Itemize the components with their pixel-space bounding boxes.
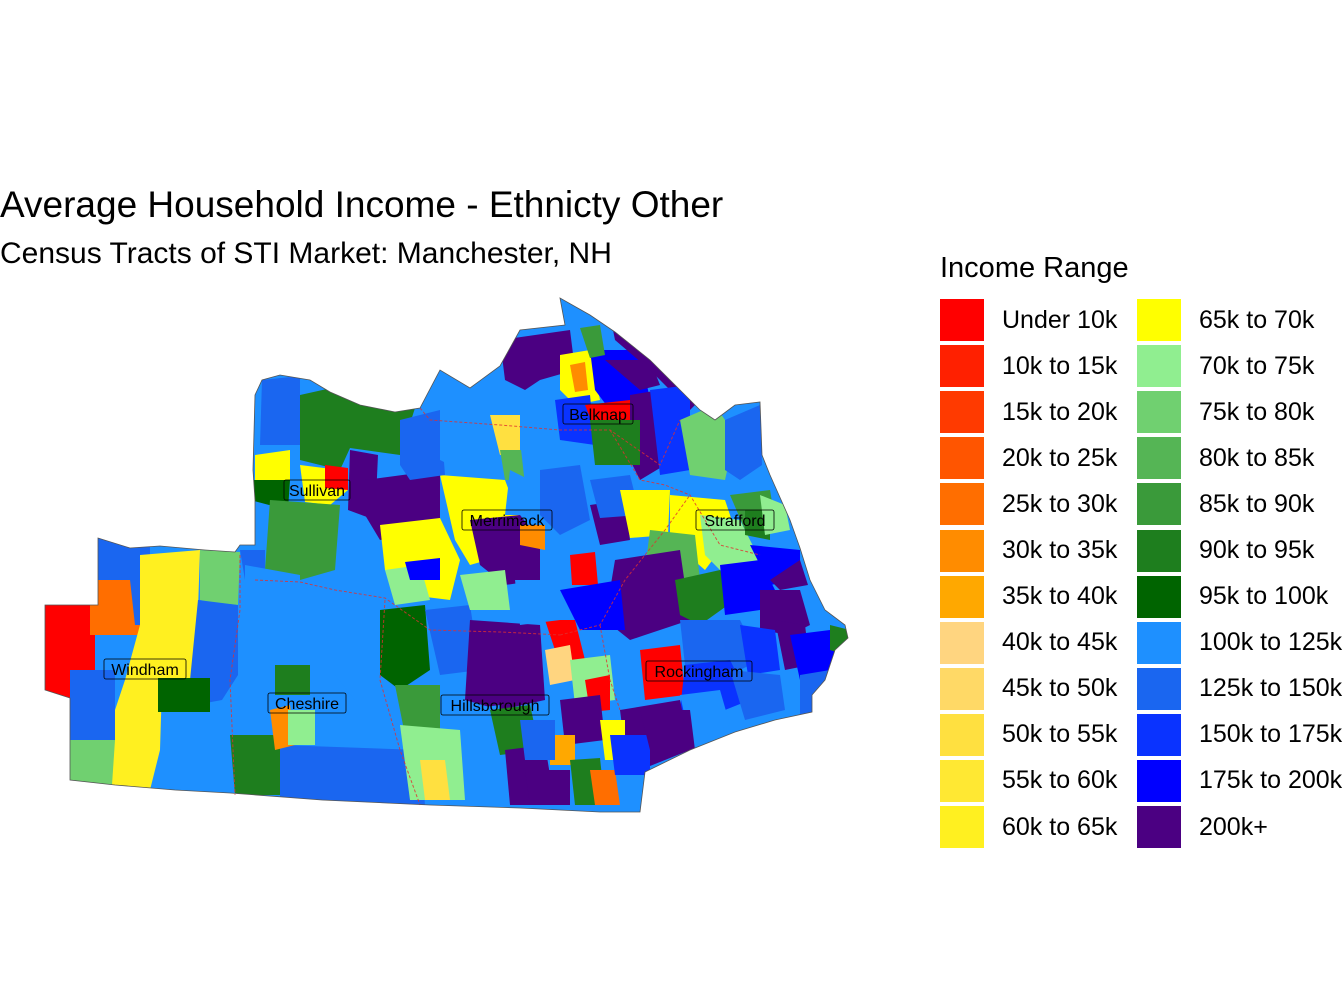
svg-text:Rockingham: Rockingham (655, 664, 744, 681)
legend-swatch (940, 391, 984, 434)
legend-label: 60k to 65k (1002, 812, 1118, 841)
choropleth-map: Belknap Sullivan Merrimack Strafford Win… (44, 297, 849, 813)
legend-swatch (1137, 391, 1181, 434)
legend-title: Income Range (940, 252, 1129, 284)
legend-item: 95k to 100k (1137, 574, 1334, 620)
legend-label: 75k to 80k (1199, 397, 1315, 426)
legend-label: 150k to 175k (1199, 720, 1343, 749)
legend-swatch (940, 529, 984, 572)
legend-item: 20k to 25k (940, 435, 1137, 481)
legend-column-2: 65k to 70k 70k to 75k 75k to 80k 80k to 85k… (1137, 297, 1342, 850)
county-label-sullivan: Sullivan (283, 479, 351, 501)
legend-swatch (1137, 621, 1181, 664)
svg-text:Belknap: Belknap (569, 407, 627, 424)
legend-swatch (940, 713, 984, 756)
county-label-cheshire: Cheshire (267, 692, 347, 714)
legend-swatch (940, 299, 984, 342)
legend-item: 40k to 45k (940, 620, 1137, 666)
svg-text:Hillsborough: Hillsborough (451, 698, 540, 715)
legend-swatch (1137, 345, 1181, 388)
legend-label: 95k to 100k (1199, 582, 1329, 611)
legend-column-1: Under 10k 10k to 15k 15k to 20k 20k to 25k 2… (940, 297, 1137, 850)
legend-item: 10k to 15k (940, 343, 1137, 389)
svg-text:Sullivan: Sullivan (289, 483, 345, 500)
legend-swatch (1137, 575, 1181, 618)
svg-text:Cheshire: Cheshire (275, 696, 339, 713)
legend-item: 50k to 55k (940, 712, 1137, 758)
legend-item: 75k to 80k (1137, 389, 1334, 435)
legend-swatch (940, 621, 984, 664)
legend-item: 175k to 200k (1137, 758, 1342, 804)
map-title: Average Household Income - Ethnicty Othe… (0, 184, 724, 225)
legend-item: 35k to 40k (940, 574, 1137, 620)
svg-text:Strafford: Strafford (704, 513, 765, 530)
legend-item: 70k to 75k (1137, 343, 1334, 389)
legend-label: 15k to 20k (1002, 397, 1118, 426)
county-label-rockingham: Rockingham (645, 660, 753, 682)
legend-item: 30k to 35k (940, 527, 1137, 573)
legend-label: 10k to 15k (1002, 351, 1118, 380)
map-subtitle: Census Tracts of STI Market: Manchester,… (0, 237, 612, 270)
legend-label: 175k to 200k (1199, 766, 1343, 795)
legend-item: 80k to 85k (1137, 435, 1334, 481)
legend-label: 70k to 75k (1199, 351, 1315, 380)
county-label-belknap: Belknap (562, 403, 634, 425)
legend-label: 25k to 30k (1002, 489, 1118, 518)
legend-label: 65k to 70k (1199, 305, 1315, 334)
county-label-merrimack: Merrimack (461, 509, 553, 531)
legend-swatch (940, 806, 984, 849)
legend-label: 200k+ (1199, 812, 1268, 841)
legend-item: 45k to 50k (940, 666, 1137, 712)
legend-item: 125k to 150k (1137, 666, 1342, 712)
county-label-strafford: Strafford (695, 509, 775, 531)
legend-item: 150k to 175k (1137, 712, 1342, 758)
legend-label: 35k to 40k (1002, 582, 1118, 611)
legend-label: 100k to 125k (1199, 628, 1343, 657)
legend-label: 85k to 90k (1199, 489, 1315, 518)
legend-item: 55k to 60k (940, 758, 1137, 804)
legend-item: 85k to 90k (1137, 481, 1334, 527)
legend-label: 30k to 35k (1002, 536, 1118, 565)
legend-swatch (940, 759, 984, 802)
legend-item: 25k to 30k (940, 481, 1137, 527)
legend-label: 90k to 95k (1199, 536, 1315, 565)
legend-swatch (940, 667, 984, 710)
legend-label: 55k to 60k (1002, 766, 1118, 795)
legend-swatch (940, 437, 984, 480)
legend-label: 125k to 150k (1199, 674, 1343, 703)
legend-swatch (1137, 299, 1181, 342)
legend-item: Under 10k (940, 297, 1137, 343)
legend-item: 90k to 95k (1137, 527, 1334, 573)
legend-swatch (1137, 529, 1181, 572)
legend-swatch (1137, 713, 1181, 756)
legend-item: 15k to 20k (940, 389, 1137, 435)
legend-label: 45k to 50k (1002, 674, 1118, 703)
legend-label: 20k to 25k (1002, 443, 1118, 472)
legend-label: 80k to 85k (1199, 443, 1315, 472)
county-label-hillsborough: Hillsborough (440, 694, 550, 716)
county-label-windham: Windham (103, 658, 187, 680)
legend-item: 60k to 65k (940, 804, 1137, 850)
legend-item: 200k+ (1137, 804, 1334, 850)
legend-swatch (1137, 667, 1181, 710)
legend-swatch (940, 575, 984, 618)
income-legend: Income Range Under 10k 10k to 15k 15k to 2… (940, 252, 1344, 850)
legend-swatch (1137, 759, 1181, 802)
legend-swatch (1137, 806, 1181, 849)
legend-label: Under 10k (1002, 305, 1118, 334)
legend-swatch (940, 345, 984, 388)
legend-swatch (940, 483, 984, 526)
legend-label: 50k to 55k (1002, 720, 1118, 749)
legend-label: 40k to 45k (1002, 628, 1118, 657)
legend-item: 65k to 70k (1137, 297, 1334, 343)
legend-item: 100k to 125k (1137, 620, 1342, 666)
svg-text:Merrimack: Merrimack (470, 513, 546, 530)
svg-text:Windham: Windham (111, 662, 179, 679)
legend-swatch (1137, 437, 1181, 480)
legend-swatch (1137, 483, 1181, 526)
